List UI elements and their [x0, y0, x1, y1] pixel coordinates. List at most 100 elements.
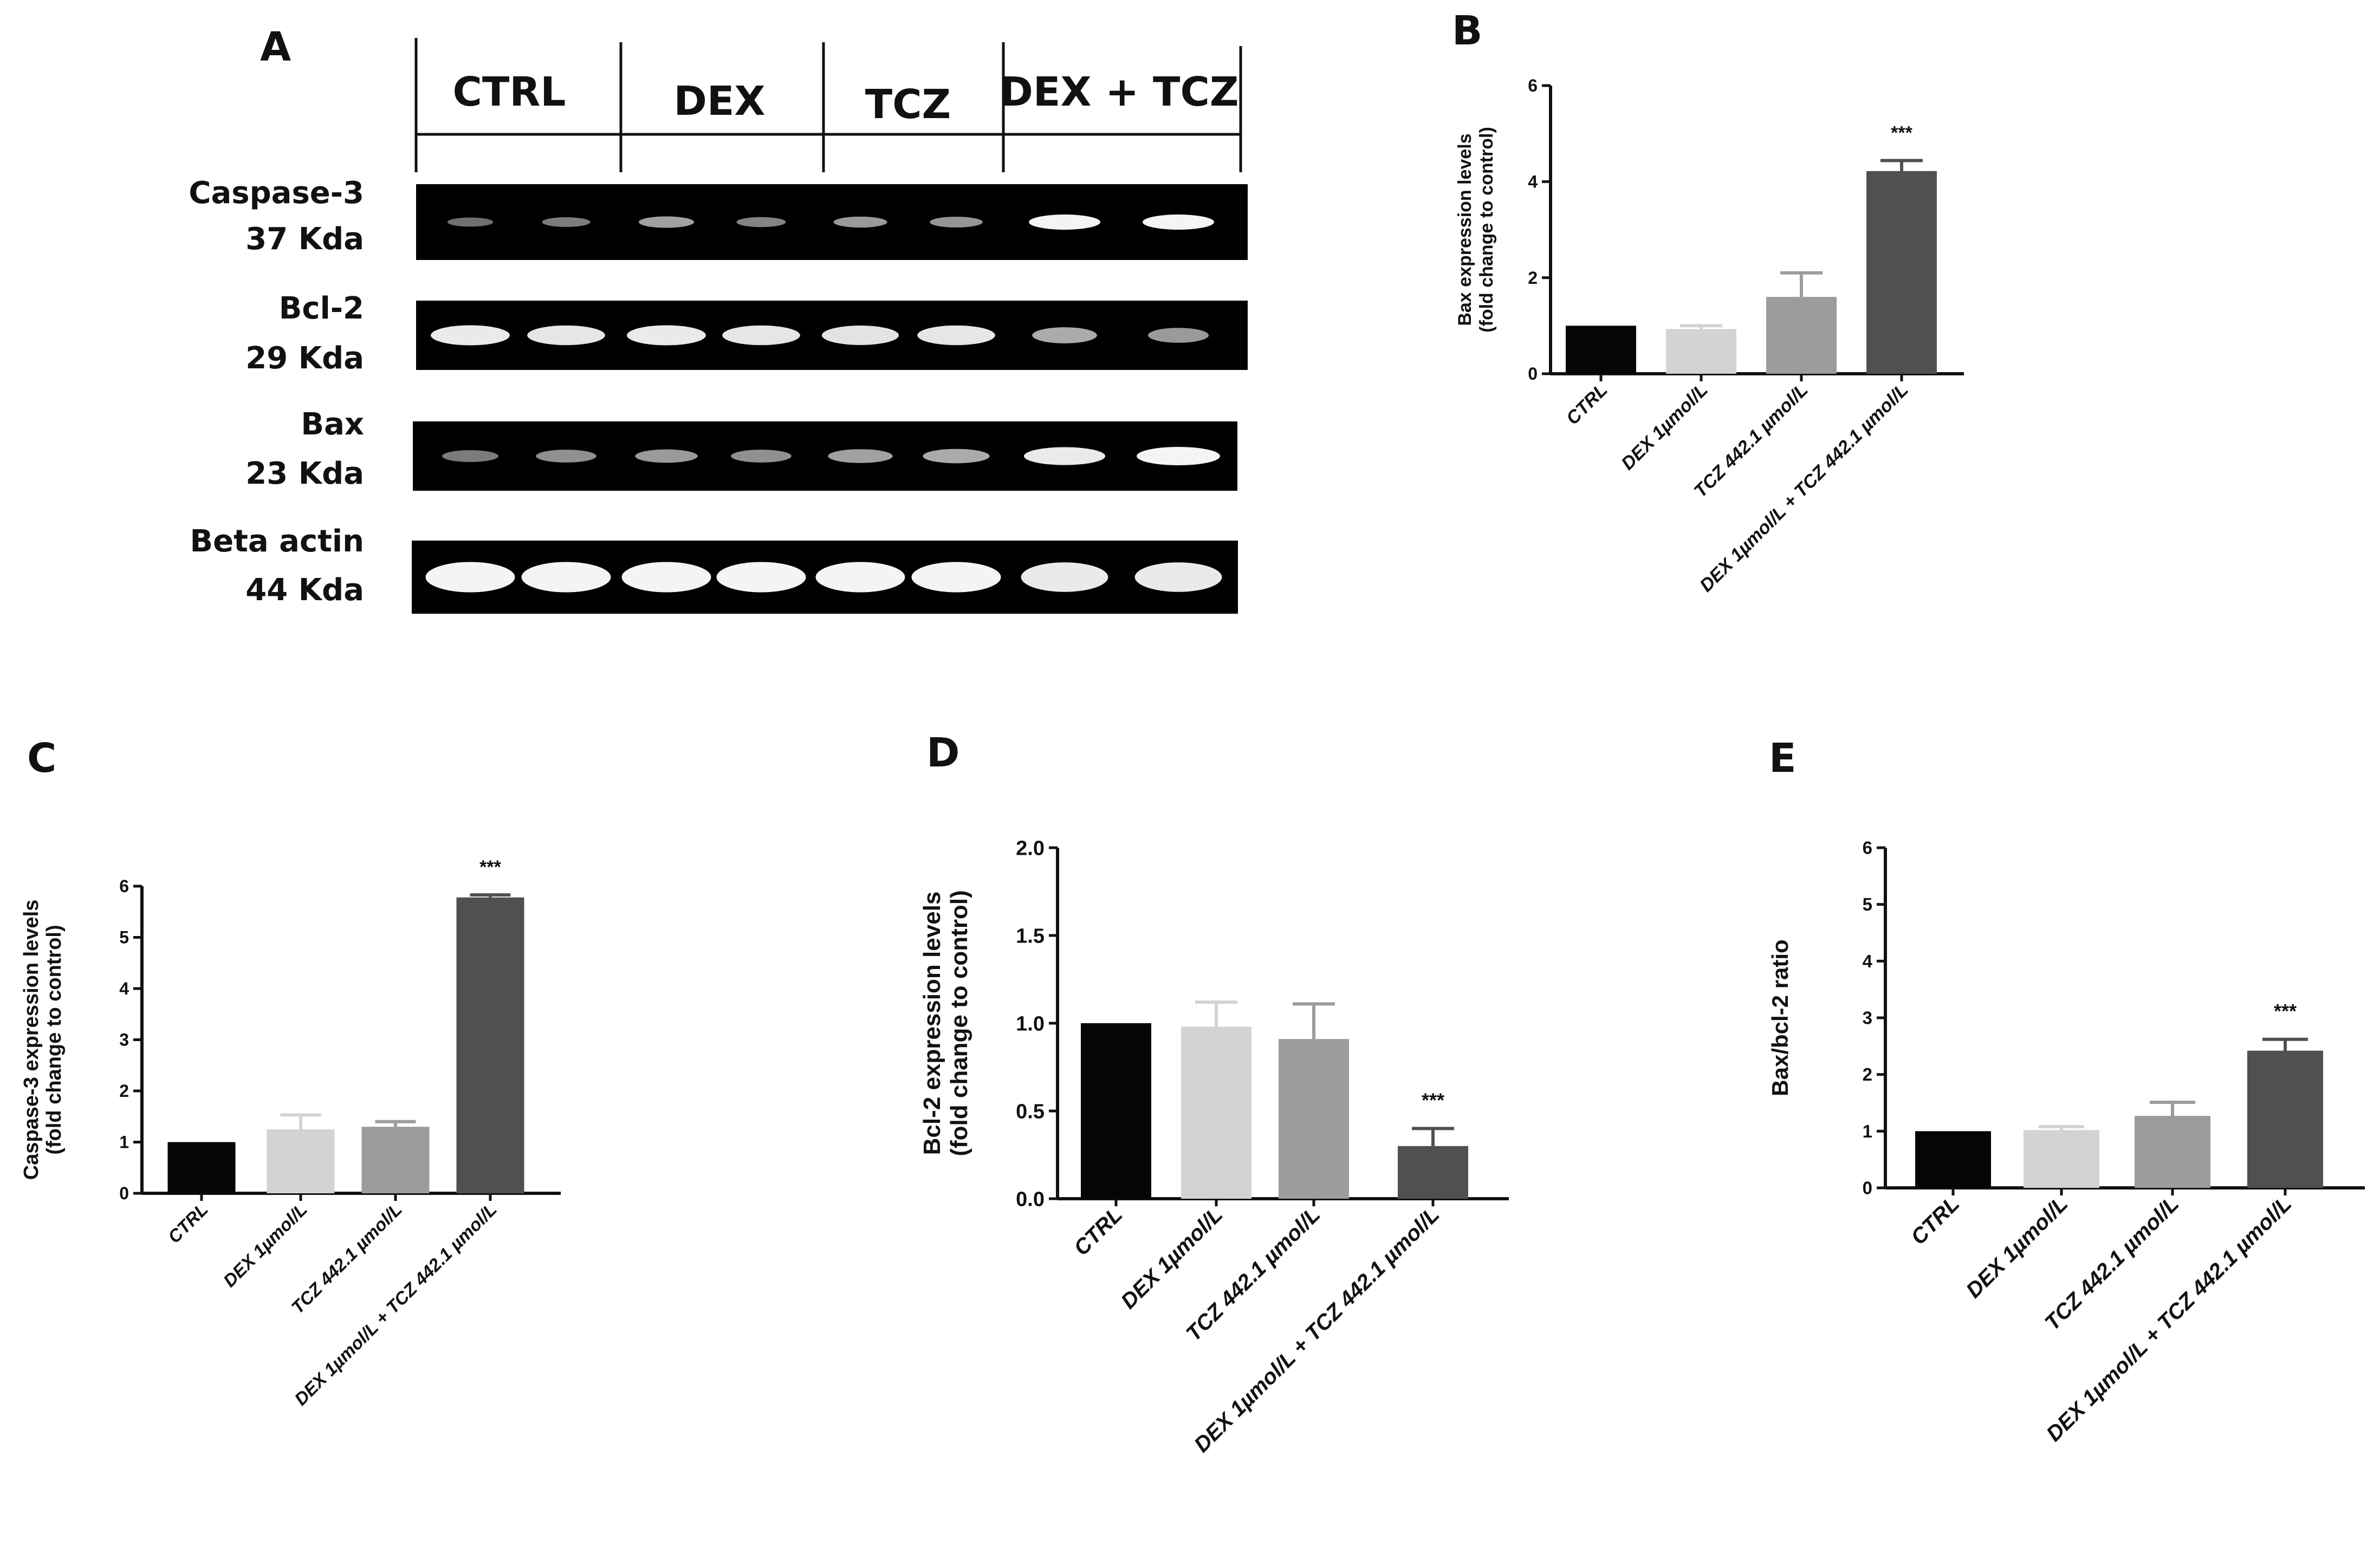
x-category-label: DEX 1µmol/L	[1117, 1202, 1228, 1314]
blot-band	[527, 325, 605, 346]
bar	[2024, 1130, 2099, 1188]
y-axis-label: (fold change to control)	[43, 925, 66, 1154]
y-tick-label: 2	[1863, 1064, 1872, 1084]
bar	[1398, 1146, 1468, 1199]
y-axis-label: Bcl-2 expression levels	[919, 892, 945, 1155]
bar	[1866, 171, 1937, 374]
y-tick-label: 4	[1528, 172, 1538, 192]
chart-caspase3: 0 1 2 3 4 5 6 Caspase-3 expression levels (fold …	[20, 857, 561, 1409]
y-tick-label: 2	[1528, 268, 1538, 288]
significance-label: ***	[1891, 122, 1912, 143]
bar	[1181, 1026, 1251, 1199]
x-category-label: DEX 1µmol/L + TCZ 442.1 µmol/L	[2042, 1192, 2296, 1446]
x-category-label: DEX 1µmol/L + TCZ 442.1 µmol/L	[1190, 1202, 1444, 1457]
significance-label: ***	[2274, 1000, 2297, 1022]
bar	[1566, 326, 1636, 374]
y-tick-label: 6	[1863, 838, 1872, 858]
blot-band	[425, 562, 515, 593]
blot-band	[911, 562, 1001, 593]
blot-band	[627, 325, 706, 346]
blot-row-bax-name: Bax	[301, 407, 364, 442]
y-tick-label: 1.0	[1016, 1012, 1045, 1035]
y-tick-label: 3	[119, 1030, 129, 1050]
blot-band	[431, 325, 510, 346]
blot-band	[638, 216, 695, 228]
y-axis-label: (fold change to control)	[946, 890, 972, 1156]
blot-band	[635, 449, 698, 463]
y-tick-label: 4	[1863, 951, 1873, 971]
panel-letter-a: A	[260, 24, 291, 70]
blot-group-tcz: TCZ	[865, 81, 951, 128]
chart-bax: 0 2 4 6 Bax expression levels (fold change to…	[1455, 76, 1964, 596]
blot-band	[536, 450, 596, 463]
blot-band	[815, 562, 905, 593]
blot-band	[1029, 214, 1100, 230]
blot-group-ctrl: CTRL	[453, 69, 566, 115]
blot-band	[442, 450, 498, 462]
y-tick-label: 1	[119, 1133, 129, 1152]
blot-band	[821, 326, 899, 345]
x-category-label: CTRL	[1906, 1192, 1964, 1250]
y-tick-label: 4	[119, 979, 129, 998]
y-tick-label: 2	[119, 1081, 129, 1101]
y-tick-label: 5	[1863, 894, 1872, 914]
blot-row-actin-name: Beta actin	[190, 524, 364, 559]
x-category-label: DEX 1µmol/L	[219, 1199, 311, 1291]
blot-row-caspase3-size: 37 Kda	[245, 222, 364, 257]
y-axis-label: Bax expression levels	[1455, 133, 1475, 326]
y-tick-label: 1	[1863, 1121, 1872, 1141]
bar	[1279, 1039, 1349, 1199]
y-axis-label: Caspase-3 expression levels	[20, 900, 43, 1180]
blot-band	[833, 216, 887, 228]
bar	[1081, 1023, 1151, 1199]
blot-band	[731, 450, 792, 463]
bar	[456, 897, 524, 1193]
x-category-label: DEX 1µmol/L	[1962, 1192, 2073, 1303]
blot-band	[828, 449, 893, 463]
bar	[361, 1127, 430, 1193]
blot-band	[1137, 447, 1220, 465]
blot-group-dex-tcz: DEX + TCZ	[1000, 69, 1238, 115]
x-category-label: CTRL	[164, 1199, 212, 1247]
blot-band	[923, 448, 990, 464]
blot-row-bcl2-name: Bcl-2	[279, 291, 364, 326]
blot-band	[716, 562, 806, 593]
bar	[1766, 297, 1837, 374]
blot-band	[1032, 327, 1097, 343]
blot-row-bcl2-size: 29 Kda	[245, 341, 364, 376]
x-category-label: DEX 1µmol/L	[1617, 380, 1711, 474]
blot-row-bax-size: 23 Kda	[245, 456, 364, 491]
panel-letter-c: C	[27, 735, 56, 782]
chart-bcl2: 0.0 0.5 1.0 1.5 2.0 Bcl-2 expression levels (f…	[919, 837, 1509, 1457]
x-category-label: DEX 1µmol/L + TCZ 442.1 µmol/L	[1696, 380, 1912, 596]
blot-band	[542, 217, 591, 227]
bar	[1666, 329, 1736, 374]
blot-band	[917, 325, 995, 346]
bar	[2247, 1050, 2323, 1188]
blot-band	[930, 217, 983, 227]
y-tick-label: 6	[1528, 76, 1538, 95]
panel-letter-b: B	[1452, 8, 1482, 54]
significance-label: ***	[479, 857, 501, 877]
panel-letter-d: D	[926, 730, 959, 776]
blot-row-actin-size: 44 Kda	[245, 573, 364, 608]
y-tick-label: 0	[119, 1184, 129, 1203]
bar	[1915, 1131, 1991, 1188]
blot-band	[447, 217, 494, 227]
blot-strip	[416, 184, 1248, 260]
blot-band	[1023, 447, 1106, 465]
y-tick-label: 1.5	[1016, 925, 1045, 947]
blot-band	[521, 562, 611, 593]
panel-letter-e: E	[1769, 735, 1797, 782]
blot-band	[736, 217, 786, 227]
x-category-label: CTRL	[1069, 1202, 1127, 1260]
y-tick-label: 5	[119, 928, 129, 947]
blot-band	[722, 325, 800, 346]
y-tick-label: 3	[1863, 1008, 1872, 1028]
y-axis-label: (fold change to control)	[1476, 127, 1497, 333]
western-blot: CTRL DEX TCZ DEX + TCZ Caspase-3 37 Kda …	[189, 38, 1248, 614]
blot-band	[1147, 328, 1209, 343]
blot-band	[1134, 562, 1222, 592]
